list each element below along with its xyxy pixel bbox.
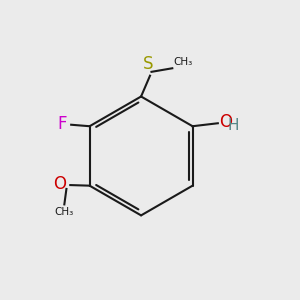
Text: O: O <box>53 175 66 193</box>
Text: O: O <box>219 113 232 131</box>
Text: H: H <box>228 118 239 133</box>
Text: S: S <box>143 55 154 73</box>
Text: CH₃: CH₃ <box>55 207 74 218</box>
Text: CH₃: CH₃ <box>173 57 192 67</box>
Text: F: F <box>57 115 67 133</box>
